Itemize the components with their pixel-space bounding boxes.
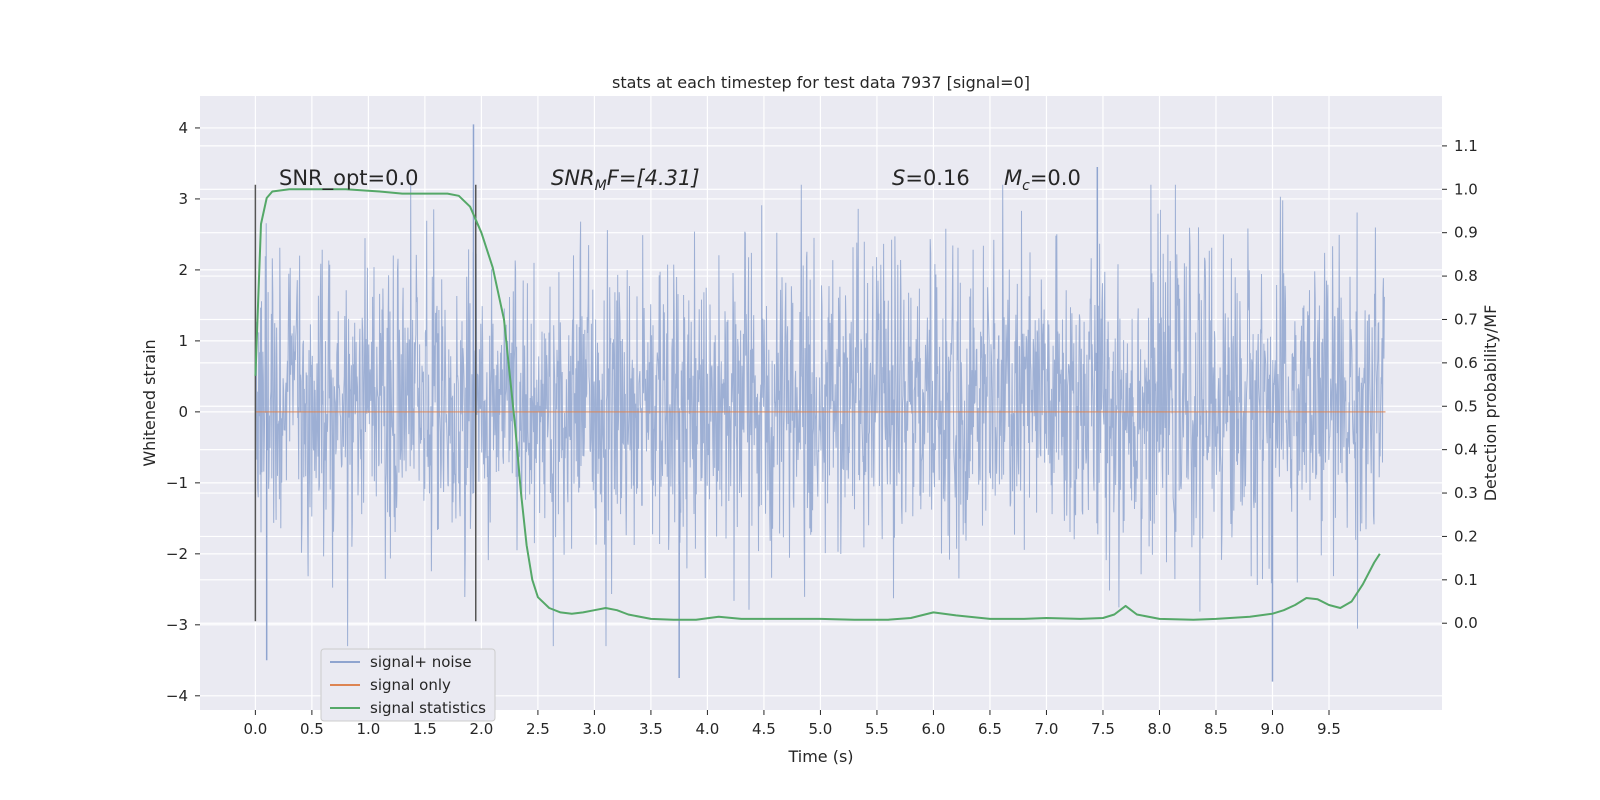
y2-tick-label: 0.4: [1454, 441, 1478, 459]
y2-tick-label: 1.0: [1454, 180, 1478, 198]
y2-tick-label: 0.5: [1454, 397, 1478, 415]
x-tick-label: 8.5: [1204, 720, 1228, 738]
annotation-mc: Mc=0.0: [1004, 166, 1081, 194]
legend-box: [320, 648, 496, 722]
legend-label-noise: signal+ noise: [370, 653, 472, 671]
y-tick-label: −2: [166, 545, 188, 563]
y-tick-label: −3: [166, 616, 188, 634]
x-tick-label: 1.5: [413, 720, 437, 738]
x-tick-label: 7.5: [1091, 720, 1115, 738]
x-tick-label: 3.0: [582, 720, 606, 738]
chart-title: stats at each timestep for test data 793…: [612, 73, 1030, 92]
x-tick-label: 8.0: [1148, 720, 1172, 738]
x-tick-label: 2.0: [469, 720, 493, 738]
y2-axis-ticks: 1.1 1.0 0.9 0.8 0.7 0.6 0.5 0.4 0.3 0.2 0.1 0.0: [1442, 137, 1478, 632]
legend-label-stats: signal statistics: [370, 699, 486, 717]
statistics-line: [254, 188, 1381, 621]
signal-statistics-series: [254, 188, 1381, 621]
y-tick-label: 0: [178, 403, 188, 421]
y2-tick-label: 0.6: [1454, 354, 1478, 372]
y-tick-label: 1: [178, 332, 188, 350]
x-tick-label: 5.5: [865, 720, 889, 738]
annotation-snr-mf: SNRMF=[4.31]: [551, 166, 700, 194]
x-tick-label: 9.5: [1317, 720, 1341, 738]
y-axis-ticks: 4 3 2 1 0 −1 −2 −3 −4: [166, 119, 200, 705]
x-tick-label: 3.5: [639, 720, 663, 738]
y-tick-label: 2: [178, 261, 188, 279]
x-tick-label: 2.5: [526, 720, 550, 738]
y-tick-label: −1: [166, 474, 188, 492]
x-tick-label: 7.0: [1035, 720, 1059, 738]
y2-tick-label: 0.8: [1454, 267, 1478, 285]
signal-noise-series: [254, 124, 1385, 682]
y2-tick-label: 0.9: [1454, 224, 1478, 242]
x-tick-label: 0.5: [300, 720, 324, 738]
x-tick-label: 0.0: [243, 720, 267, 738]
annotation-snr-opt: SNR_opt=0.0: [279, 166, 419, 191]
x-tick-label: 4.0: [695, 720, 719, 738]
x-tick-label: 4.5: [752, 720, 776, 738]
y-axis-label: Whitened strain: [140, 339, 159, 466]
y2-tick-label: 0.3: [1454, 484, 1478, 502]
annotation-s: S=0.16: [892, 166, 970, 190]
x-tick-label: 5.0: [809, 720, 833, 738]
x-axis-ticks: 0.0 0.5 1.0 1.5 2.0 2.5 3.0 3.5 4.0 4.5 5.0 5.5 6.0 6…: [243, 710, 1341, 738]
x-tick-label: 1.0: [356, 720, 380, 738]
noise-trace: [254, 184, 1385, 647]
y-tick-label: −4: [166, 687, 188, 705]
x-tick-label: 9.0: [1261, 720, 1285, 738]
y2-tick-label: 1.1: [1454, 137, 1478, 155]
y2-tick-label: 0.7: [1454, 310, 1478, 328]
legend: signal+ noise signal only signal statist…: [320, 648, 496, 722]
x-tick-label: 6.0: [922, 720, 946, 738]
x-tick-label: 6.5: [978, 720, 1002, 738]
y2-tick-label: 0.2: [1454, 527, 1478, 545]
y-tick-label: 4: [178, 119, 188, 137]
y2-tick-label: 0.0: [1454, 614, 1478, 632]
y-tick-label: 3: [178, 190, 188, 208]
y2-tick-label: 0.1: [1454, 571, 1478, 589]
legend-label-signal: signal only: [370, 676, 451, 694]
marker-lines: [254, 184, 477, 622]
y2-axis-label: Detection probability/MF: [1481, 305, 1500, 502]
x-axis-label: Time (s): [787, 747, 853, 766]
